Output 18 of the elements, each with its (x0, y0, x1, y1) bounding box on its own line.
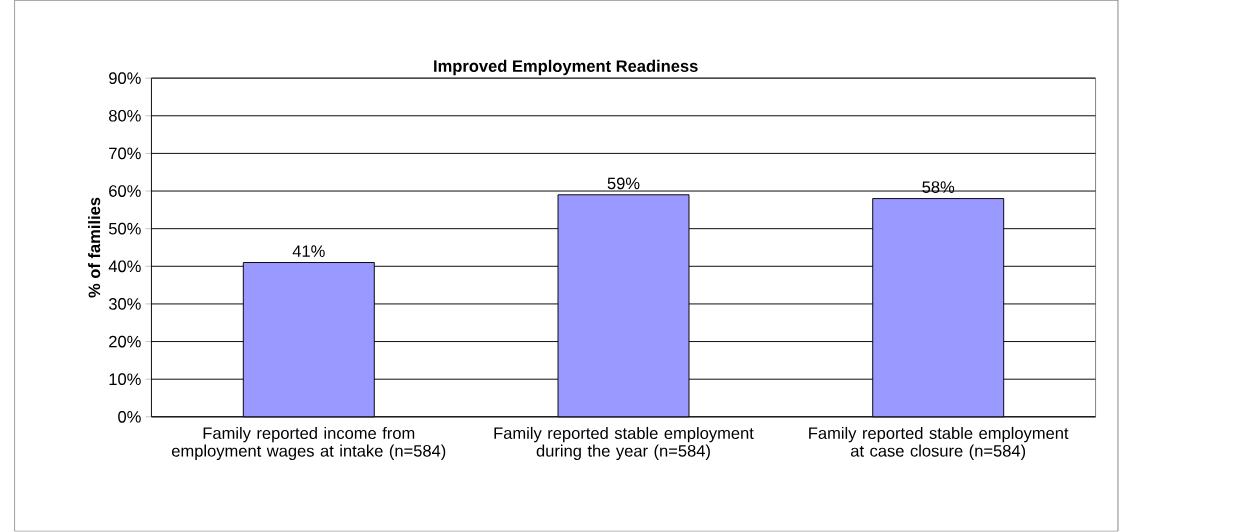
y-tick-label: 90% (109, 72, 141, 85)
y-tick-label: 70% (109, 147, 141, 160)
y-tick-label: 60% (109, 185, 141, 198)
chart-title: Improved Employment Readiness (434, 60, 698, 76)
data-label: 58% (922, 181, 955, 194)
y-tick-label: 50% (108, 223, 141, 235)
y-tick-label: 30% (108, 298, 141, 311)
y-tick-label: 40% (108, 260, 141, 273)
y-tick-label: 20% (109, 335, 141, 348)
y-tick-label: 0% (118, 411, 141, 423)
data-label: 59% (607, 177, 640, 190)
x-tick-label: Family reported stable employment during the year (n=584) (494, 427, 754, 461)
x-tick-label: Family reported income from employment wages at intake (n=584) (171, 427, 446, 461)
data-label: 41% (292, 245, 325, 258)
y-tick-label: 10% (109, 373, 141, 386)
y-tick-label: 80% (109, 110, 141, 122)
x-tick-label: Family reported stable employment at case closure (n=584) (809, 427, 1069, 461)
y-axis-title: % of families (88, 197, 101, 298)
